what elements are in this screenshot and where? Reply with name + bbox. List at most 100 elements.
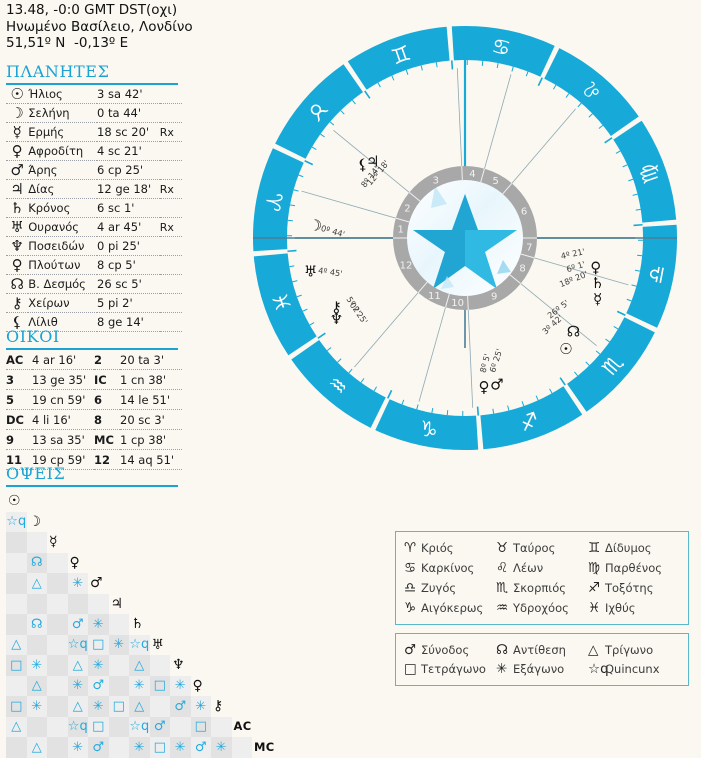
aspect-cell bbox=[47, 594, 68, 615]
planet-position: 12 ge 18' bbox=[97, 180, 160, 199]
degree-tick bbox=[596, 351, 600, 354]
degree-tick bbox=[292, 281, 297, 282]
house-cusp-position: 14 le 51' bbox=[120, 390, 182, 410]
degree-tick bbox=[327, 348, 331, 351]
aspect-grid-row: ♃ bbox=[6, 594, 276, 615]
aspect-cell: □ bbox=[88, 717, 109, 738]
aspect-cell: ♂ bbox=[170, 696, 191, 717]
house-cusp-position: 4 ar 16' bbox=[32, 350, 94, 370]
house-number: IC bbox=[94, 370, 120, 390]
aspect-grid-row: ☿ bbox=[6, 532, 276, 553]
planet-marker-mercury: ☿ bbox=[593, 290, 602, 308]
degree-tick bbox=[497, 63, 498, 68]
planet-retrograde bbox=[160, 142, 182, 161]
house-ring-tick bbox=[462, 166, 463, 180]
aspect-legend-item: △Τρίγωνο bbox=[588, 640, 680, 660]
degree-tick bbox=[632, 285, 637, 286]
sign-legend-glyph: ♑ bbox=[404, 600, 421, 616]
house-cusp-line bbox=[484, 74, 511, 168]
aspect-grid: ☉☆q☽☿☊♀△✳♂♃☊♂✳♄△☆q□✳☆q♅□✳△✳△♆△✳♂✳□✳♀□✳△✳… bbox=[6, 491, 276, 758]
degree-tick bbox=[318, 333, 325, 338]
sign-legend-item: ♏Σκορπιός bbox=[496, 578, 588, 598]
aspect-cell: △ bbox=[6, 717, 27, 738]
degree-tick bbox=[432, 408, 433, 413]
degree-tick bbox=[478, 407, 479, 416]
aspect-legend-label: Αντίθεση bbox=[513, 643, 566, 657]
degree-tick bbox=[616, 151, 620, 153]
aspect-cell: ✳ bbox=[88, 655, 109, 676]
degree-tick bbox=[417, 405, 418, 410]
degree-tick bbox=[388, 390, 392, 398]
house-number: 5 bbox=[6, 390, 32, 410]
aspects-divider bbox=[6, 485, 178, 487]
degree-tick bbox=[310, 323, 314, 325]
planet-marker-saturn: ♄ bbox=[591, 274, 604, 292]
planet-name: Χείρων bbox=[28, 294, 97, 313]
planet-name: Αφροδίτη bbox=[28, 142, 97, 161]
house-number-label: 3 bbox=[433, 175, 439, 186]
house-number: 8 bbox=[94, 410, 120, 430]
degree-tick bbox=[341, 111, 344, 115]
house-number-label: 10 bbox=[451, 298, 464, 309]
degree-tick bbox=[330, 122, 334, 125]
header-location-line: Ηνωμένο Βασίλειο, Λονδίνο bbox=[6, 19, 193, 36]
astrology-chart-page: 13.48, -0:0 GMT DST(οχι) Ηνωμένο Βασίλει… bbox=[0, 0, 701, 732]
sign-legend-item: ♎Ζυγός bbox=[404, 578, 496, 598]
degree-tick bbox=[634, 225, 643, 226]
aspect-cell: ♂ bbox=[88, 737, 109, 758]
sign-legend-glyph: ♎ bbox=[404, 580, 421, 596]
aspect-cell: □ bbox=[6, 655, 27, 676]
house-number-label: 8 bbox=[519, 264, 525, 275]
aspect-cell bbox=[47, 655, 68, 676]
planet-retrograde: Rx bbox=[160, 123, 182, 142]
planet-name: Ουρανός bbox=[28, 218, 97, 237]
sign-legend-glyph: ♒ bbox=[496, 600, 513, 616]
aspect-row-label: ♃ bbox=[109, 594, 133, 615]
sign-legend-glyph: ♍ bbox=[588, 560, 605, 576]
planet-name: Σελήνη bbox=[28, 104, 97, 123]
aspect-cell: □ bbox=[88, 635, 109, 656]
degree-tick bbox=[305, 161, 313, 165]
sign-legend-item: ♓Ιχθύς bbox=[588, 598, 680, 618]
planet-retrograde bbox=[160, 237, 182, 256]
planet-degree-moon: 0º 44' bbox=[320, 223, 346, 239]
degree-tick bbox=[599, 125, 603, 128]
aspects-panel: ΟΨΕΙΣ ☉☆q☽☿☊♀△✳♂♃☊♂✳♄△☆q□✳☆q♅□✳△✳△♆△✳♂✳□… bbox=[6, 464, 276, 758]
degree-tick bbox=[522, 401, 524, 406]
sign-legend-label: Τοξότης bbox=[605, 581, 653, 595]
planet-position: 0 pi 25' bbox=[97, 237, 160, 256]
sign-legend-label: Παρθένος bbox=[605, 561, 662, 575]
aspect-cell: ✳ bbox=[27, 655, 48, 676]
aspect-cell bbox=[47, 635, 68, 656]
aspect-cell bbox=[109, 717, 130, 738]
house-number-label: 9 bbox=[491, 292, 497, 303]
chart-header: 13.48, -0:0 GMT DST(οχι) Ηνωμένο Βασίλει… bbox=[6, 2, 193, 52]
aspect-cell: □ bbox=[191, 717, 212, 738]
aspect-legend-item: □Τετράγωνο bbox=[404, 660, 496, 680]
planet-position: 5 pi 2' bbox=[97, 294, 160, 313]
aspects-legend: ♂Σύνοδος☊Αντίθεση△Τρίγωνο□Τετράγωνο✳Εξάγ… bbox=[395, 633, 689, 686]
sign-legend-glyph: ♋ bbox=[404, 560, 421, 576]
aspect-cell: □ bbox=[109, 696, 130, 717]
planet-glyph: ☉ bbox=[6, 85, 28, 104]
sign-legend-label: Ζυγός bbox=[421, 581, 456, 595]
aspect-cell: ✳ bbox=[27, 696, 48, 717]
degree-tick bbox=[378, 83, 380, 87]
aspect-cell bbox=[6, 737, 27, 758]
degree-tick bbox=[635, 270, 640, 271]
house-number-label: 7 bbox=[526, 243, 532, 254]
aspect-cell bbox=[109, 655, 130, 676]
aspect-cell: □ bbox=[150, 737, 171, 758]
sign-legend-label: Λέων bbox=[513, 561, 543, 575]
planet-name: Ποσειδών bbox=[28, 237, 97, 256]
aspect-legend-label: Quincunx bbox=[605, 662, 660, 676]
house-ring-tick bbox=[468, 296, 469, 310]
